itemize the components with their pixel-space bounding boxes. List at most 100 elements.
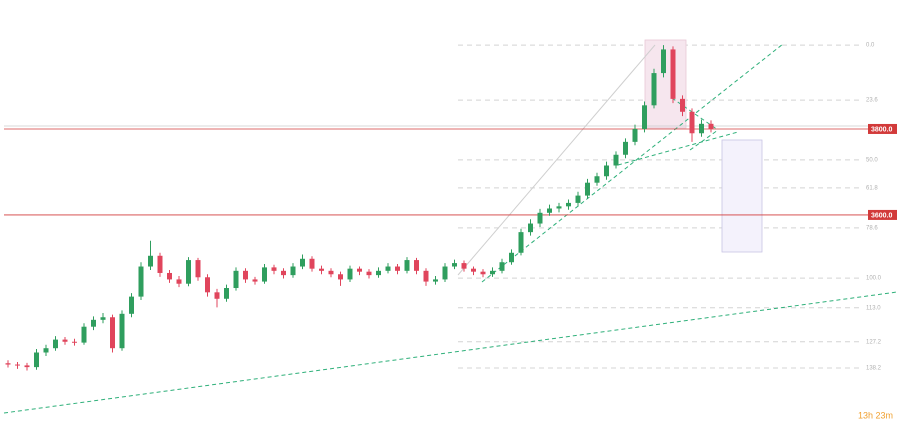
candle-body (376, 270, 381, 276)
candle-body (243, 270, 248, 280)
price-lines: 3800.0 3600.0 (4, 123, 897, 220)
candle-body (271, 267, 277, 271)
candle-body (471, 268, 476, 272)
projection-box (721, 139, 763, 253)
candle-body (262, 267, 267, 282)
candle-body (81, 326, 87, 343)
price-label: 3800.0 (871, 126, 893, 133)
candle-body (62, 339, 68, 342)
candle-body (186, 260, 191, 284)
candle-body (433, 279, 438, 282)
candle-body (338, 274, 343, 280)
candle-body (157, 255, 163, 273)
candle-body (366, 271, 372, 276)
candle-body (385, 266, 391, 271)
candle-body (233, 270, 239, 289)
candle-body (252, 279, 258, 282)
candle-body (110, 317, 115, 349)
candle-body (214, 292, 220, 299)
candle-body (613, 154, 619, 166)
candle-body (300, 258, 305, 267)
candle-body (328, 270, 334, 275)
candle-body (167, 272, 172, 280)
trend-line (689, 129, 719, 151)
candle-body (699, 123, 704, 134)
candle-body (119, 313, 125, 349)
candle-body (680, 98, 685, 112)
candle-body (689, 111, 695, 134)
candle-body (452, 263, 457, 267)
candle-body (395, 266, 400, 271)
fib-label: 127.2 (866, 339, 882, 345)
candle-body (91, 319, 96, 327)
candle-body (528, 223, 533, 233)
candle-body (148, 255, 153, 267)
price-label: 3600.0 (871, 212, 893, 219)
candle-body (670, 49, 676, 99)
candle-body (205, 277, 210, 293)
candle-body (547, 208, 552, 213)
candle-body (480, 271, 486, 275)
countdown: 13h 23m (858, 410, 893, 420)
price-label-bg (868, 123, 897, 134)
candle-body (281, 270, 286, 276)
candle-body (642, 105, 647, 129)
trend-line (671, 97, 719, 131)
candle-body (357, 268, 362, 272)
candle-body (138, 266, 144, 297)
fib-label: 50.0 (866, 157, 878, 163)
fib-label: 61.8 (866, 185, 878, 191)
candle-body (537, 212, 543, 224)
candle-body (34, 352, 39, 368)
measure-line (457, 44, 656, 276)
candle-body (442, 266, 448, 280)
candle-body (43, 348, 49, 353)
candle-body (5, 363, 11, 365)
candle-body (585, 182, 590, 196)
price-label-bg (868, 209, 897, 220)
candle-body (556, 206, 562, 209)
candle-body (566, 202, 571, 207)
candle-body (499, 262, 505, 271)
candle-body (404, 260, 410, 271)
fib-label: 0.0 (866, 43, 875, 49)
trend-line (481, 43, 784, 283)
candle-body (15, 364, 20, 366)
candle-body (414, 260, 419, 271)
candle-body (651, 73, 657, 106)
candle-body (423, 270, 429, 282)
candles (5, 45, 714, 371)
candle-body (309, 258, 315, 269)
candle-body (319, 268, 324, 271)
fib-label: 138.2 (866, 366, 882, 372)
fib-label: 100.0 (866, 276, 882, 282)
fib-levels: 0.0 23.6 50.0 61.8 78.6 100.0 113.0 127.2 138.2 (458, 43, 882, 372)
candle-body (518, 232, 524, 253)
candle-body (461, 263, 467, 269)
candle-body (176, 279, 182, 284)
candle-body (632, 128, 638, 142)
candle-body (623, 141, 628, 155)
candle-body (24, 365, 30, 368)
candle-body (490, 270, 495, 275)
candle-body (347, 268, 353, 280)
candle-body (129, 296, 134, 314)
fib-label: 23.6 (866, 98, 878, 104)
fib-label: 113.0 (866, 305, 881, 311)
candle-body (594, 176, 600, 183)
trend-line (3, 291, 897, 414)
candle-body (100, 317, 106, 320)
candle-body (708, 123, 714, 129)
candle-body (604, 165, 609, 177)
candle-body (53, 339, 58, 349)
candle-body (224, 288, 229, 299)
fib-label: 78.6 (866, 225, 878, 231)
candle-body (575, 195, 581, 203)
candle-body (661, 49, 666, 74)
candle-body (195, 260, 201, 278)
candle-body (290, 266, 296, 276)
candle-body (509, 252, 514, 263)
candle-body (72, 341, 77, 343)
